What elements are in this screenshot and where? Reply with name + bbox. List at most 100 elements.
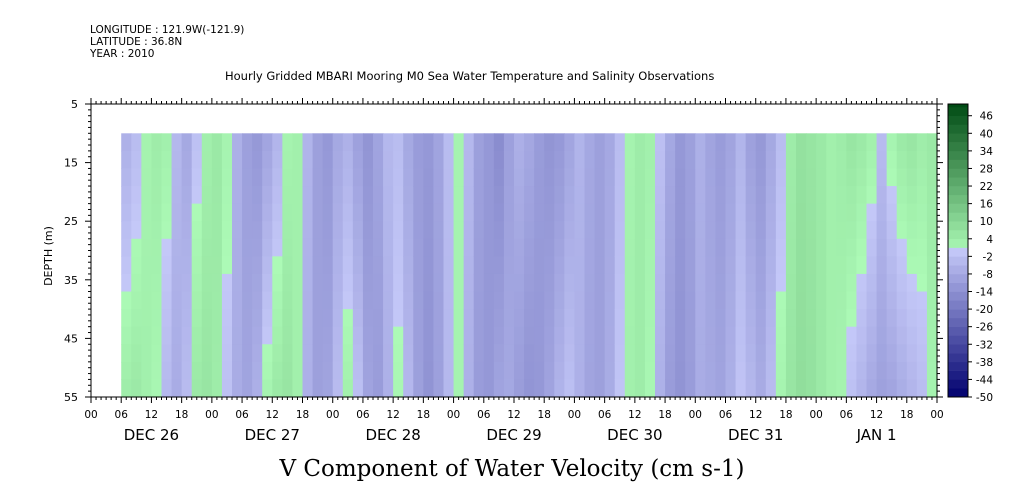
heatmap-cell bbox=[846, 238, 858, 257]
heatmap-cell bbox=[121, 273, 132, 293]
heatmap-cell bbox=[423, 361, 435, 381]
heatmap-cell bbox=[796, 291, 807, 310]
heatmap-cell bbox=[826, 344, 837, 363]
heatmap-cell bbox=[514, 238, 525, 257]
heatmap-cell bbox=[866, 326, 878, 345]
heatmap-cell bbox=[856, 326, 868, 345]
heatmap-cell bbox=[232, 203, 243, 222]
heatmap-cell bbox=[554, 309, 565, 328]
heatmap-cell bbox=[926, 133, 938, 152]
heatmap-cell bbox=[131, 273, 142, 293]
heatmap-cell bbox=[926, 238, 938, 257]
heatmap-cell bbox=[634, 273, 646, 293]
heatmap-cell bbox=[906, 379, 918, 398]
x-hour-label: 06 bbox=[477, 409, 491, 421]
heatmap-cell bbox=[604, 203, 616, 222]
heatmap-cell bbox=[554, 273, 565, 293]
heatmap-cell bbox=[755, 291, 767, 310]
heatmap-cell bbox=[262, 326, 273, 345]
heatmap-cell bbox=[443, 133, 455, 152]
heatmap-cell bbox=[493, 309, 505, 328]
heatmap-cell bbox=[423, 273, 435, 293]
heatmap-cell bbox=[201, 186, 213, 205]
heatmap-cell bbox=[332, 203, 344, 222]
heatmap-cell bbox=[453, 150, 465, 170]
heatmap-cell bbox=[332, 361, 344, 381]
heatmap-cell bbox=[765, 256, 777, 275]
heatmap-cell bbox=[141, 238, 153, 257]
heatmap-cell bbox=[463, 309, 475, 328]
heatmap-cell bbox=[272, 186, 283, 205]
heatmap-cell bbox=[493, 238, 505, 257]
colorbar-swatch bbox=[948, 256, 968, 266]
heatmap-cell bbox=[232, 309, 243, 328]
heatmap-cell bbox=[634, 379, 646, 398]
heatmap-cell bbox=[685, 379, 696, 398]
heatmap-cell bbox=[886, 203, 898, 222]
heatmap-cell bbox=[715, 326, 727, 345]
colorbar-swatch bbox=[948, 133, 968, 143]
heatmap-cell bbox=[181, 150, 193, 170]
heatmap-cell bbox=[614, 291, 626, 310]
colorbar-swatch bbox=[948, 273, 968, 284]
heatmap-cell bbox=[262, 150, 273, 170]
heatmap-cell bbox=[201, 150, 213, 170]
heatmap-cell bbox=[665, 150, 676, 170]
heatmap-cell bbox=[906, 344, 918, 363]
heatmap-cell bbox=[715, 238, 727, 257]
heatmap-cell bbox=[503, 344, 515, 363]
heatmap-cell bbox=[463, 291, 475, 310]
heatmap-cell bbox=[393, 256, 404, 275]
heatmap-cell bbox=[181, 133, 193, 152]
heatmap-cell bbox=[675, 186, 686, 205]
colorbar-swatch bbox=[948, 177, 968, 187]
heatmap-cell bbox=[544, 379, 555, 398]
heatmap-cell bbox=[816, 291, 827, 310]
heatmap-cell bbox=[564, 344, 576, 363]
heatmap-cell bbox=[292, 344, 304, 363]
heatmap-cell bbox=[161, 238, 173, 257]
heatmap-cell bbox=[876, 133, 888, 152]
heatmap-cell bbox=[765, 273, 777, 293]
heatmap-cell bbox=[715, 168, 727, 187]
heatmap-cell bbox=[816, 379, 827, 398]
heatmap-cell bbox=[393, 291, 404, 310]
colorbar-swatch bbox=[948, 194, 968, 204]
heatmap-cell bbox=[503, 168, 515, 187]
heatmap-cell bbox=[514, 168, 525, 187]
heatmap-cell bbox=[826, 168, 837, 187]
heatmap-cell bbox=[463, 150, 475, 170]
heatmap-cell bbox=[715, 256, 727, 275]
x-day-label: DEC 30 bbox=[607, 426, 662, 444]
heatmap-cell bbox=[675, 273, 686, 293]
heatmap-cell bbox=[655, 203, 666, 222]
heatmap-cell bbox=[312, 133, 324, 152]
heatmap-cell bbox=[816, 256, 827, 275]
heatmap-cell bbox=[755, 326, 767, 345]
heatmap-cell bbox=[705, 238, 717, 257]
heatmap-cell bbox=[705, 150, 717, 170]
heatmap-cell bbox=[332, 133, 344, 152]
heatmap-cell bbox=[312, 273, 324, 293]
heatmap-cell bbox=[876, 344, 888, 363]
heatmap-cell bbox=[191, 133, 203, 152]
heatmap-cell bbox=[785, 203, 797, 222]
heatmap-cell bbox=[463, 186, 475, 205]
heatmap-cell bbox=[725, 256, 737, 275]
heatmap-cell bbox=[322, 133, 334, 152]
heatmap-cell bbox=[373, 186, 384, 205]
heatmap-cell bbox=[614, 326, 626, 345]
heatmap-cell bbox=[846, 326, 858, 345]
heatmap-cell bbox=[695, 203, 706, 222]
heatmap-cell bbox=[745, 309, 757, 328]
heatmap-cell bbox=[221, 238, 233, 257]
heatmap-cell bbox=[463, 344, 475, 363]
x-axis-label: V Component of Water Velocity (cm s-1) bbox=[279, 456, 745, 482]
heatmap-cell bbox=[342, 203, 354, 222]
heatmap-cell bbox=[503, 186, 515, 205]
heatmap-cell bbox=[322, 273, 334, 293]
heatmap-cell bbox=[403, 326, 414, 345]
heatmap-cell bbox=[342, 361, 354, 381]
heatmap-cell bbox=[262, 273, 273, 293]
heatmap-cell bbox=[826, 273, 837, 293]
